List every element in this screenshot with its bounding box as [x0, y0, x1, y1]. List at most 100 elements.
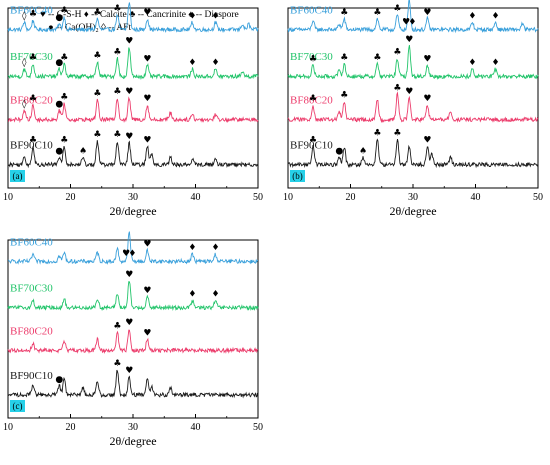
series-line-bf80c20 — [7, 96, 259, 124]
series-line-bf70c30 — [7, 47, 259, 80]
peak-marker: ♣ — [29, 94, 37, 104]
series-line-bf80c20 — [287, 91, 539, 124]
series-line-bf60c40 — [7, 2, 259, 33]
peak-marker: ♣ — [93, 89, 101, 99]
x-tick-label: 20 — [66, 422, 76, 433]
x-tick-label: 20 — [66, 192, 76, 203]
x-axis-title: 2θ/degree — [389, 204, 436, 218]
peak-marker: ♥ — [125, 37, 133, 47]
series-label: BF80C20 — [10, 94, 53, 106]
peak-marker: ♣ — [60, 92, 68, 102]
peak-marker: ♥ — [423, 136, 431, 146]
series-line-bf80c20 — [7, 329, 259, 355]
peak-marker: ◊ — [22, 57, 27, 68]
panel-tag: (c) — [10, 400, 25, 412]
x-tick-label: 30 — [128, 422, 138, 433]
panel-tag-label: (a) — [13, 171, 23, 181]
peak-marker: ● — [55, 100, 63, 110]
peak-marker: ♦ — [491, 11, 499, 21]
panel-tag: (a) — [10, 170, 25, 182]
peak-marker: ♦ — [128, 249, 136, 259]
series-label: BF70C30 — [10, 283, 53, 295]
series-line-bf60c40 — [287, 0, 539, 34]
peak-marker: ♣ — [113, 4, 121, 14]
peak-marker: ♥ — [125, 87, 133, 97]
peak-marker: ♥ — [143, 55, 151, 65]
x-tick-label: 10 — [3, 192, 13, 203]
peak-marker: ♣ — [393, 83, 401, 93]
peak-marker: ♣ — [309, 94, 317, 104]
peak-marker: ♥ — [405, 87, 413, 97]
x-tick-label: 10 — [283, 192, 293, 203]
series-line-bf90c10 — [287, 138, 539, 169]
peak-marker: ♣ — [393, 47, 401, 57]
x-tick-label: 50 — [253, 422, 263, 433]
x-axis-title: 2θ/degree — [109, 434, 156, 448]
peak-marker: ♦ — [211, 243, 219, 253]
peak-marker: ♣ — [393, 128, 401, 138]
peak-marker: ♣ — [373, 128, 381, 138]
series-label: BF90C10 — [290, 139, 333, 151]
peak-marker: ♣ — [340, 53, 348, 63]
peak-marker: ♣ — [29, 10, 37, 20]
peak-marker: ♥ — [143, 8, 151, 18]
peak-marker: ♣ — [60, 53, 68, 63]
peak-marker: ♥ — [143, 136, 151, 146]
series-label: BF70C30 — [290, 51, 333, 63]
peak-marker: ● — [55, 375, 63, 385]
peak-marker: ♣ — [60, 6, 68, 16]
peak-marker: ♣ — [113, 87, 121, 97]
series-label: BF60C40 — [290, 4, 333, 16]
panel-a: 10 20 30 40 50 2θ/degree BF60C40 BF70C30 BF80C20… — [3, 0, 263, 218]
x-tick-label: 50 — [533, 192, 543, 203]
peak-marker: ♥ — [122, 249, 130, 259]
x-tick-label: 40 — [191, 422, 201, 433]
x-axis-title: 2θ/degree — [109, 204, 156, 218]
peak-marker: ♣ — [93, 8, 101, 18]
x-tick-label: 30 — [408, 192, 418, 203]
peak-marker: ♣ — [29, 136, 37, 146]
peak-marker: ♣ — [309, 136, 317, 146]
x-tick-label: 40 — [471, 192, 481, 203]
x-tick-label: 40 — [191, 192, 201, 203]
peak-marker: ♠ — [79, 146, 87, 156]
peak-marker: ♣ — [113, 359, 121, 369]
peak-marker: ♥ — [423, 94, 431, 104]
series-line-bf90c10 — [7, 369, 259, 399]
peak-marker: ● — [335, 146, 343, 156]
legend: ♥ -- C-S-H ♦ -- Calcite ♣ -- Cancrinite … — [40, 10, 239, 33]
series-line-bf90c10 — [7, 140, 259, 169]
peak-marker: ♦ — [468, 11, 476, 21]
peak-marker: ♣ — [29, 53, 37, 63]
peak-marker: ♣ — [340, 8, 348, 18]
panel-tag-label: (b) — [292, 171, 303, 181]
series-label: BF60C40 — [10, 4, 53, 16]
panel-tag-box — [290, 170, 305, 182]
x-tick-label: 10 — [3, 422, 13, 433]
peak-marker: ♣ — [93, 130, 101, 140]
peak-marker: ♥ — [125, 0, 133, 2]
peak-marker: ◊ — [22, 99, 27, 110]
panel-b: 10 20 30 40 50 2θ/degree BF60C40 BF70C30 BF80C20… — [283, 0, 543, 218]
peak-marker: ♦ — [468, 58, 476, 68]
peak-marker: ♥ — [143, 240, 151, 250]
series-label: BF60C40 — [10, 236, 53, 248]
peak-marker: ♥ — [125, 270, 133, 280]
x-tick-label: 20 — [346, 192, 356, 203]
peak-marker: ♣ — [113, 322, 121, 332]
peak-marker: ♥ — [423, 55, 431, 65]
peak-marker: ♦ — [188, 243, 196, 253]
peak-marker: ♥ — [125, 366, 133, 376]
peak-marker: ♠ — [359, 146, 367, 156]
peak-marker: ♥ — [125, 132, 133, 142]
peak-marker: ♦ — [188, 290, 196, 300]
series-label: BF90C10 — [10, 370, 53, 382]
x-tick-label: 50 — [253, 192, 263, 203]
x-tick-label: 30 — [128, 192, 138, 203]
peak-marker: ♥ — [423, 8, 431, 18]
peak-marker: ♥ — [402, 17, 410, 27]
peak-marker: ♣ — [113, 130, 121, 140]
legend-row-1: ♥ -- C-S-H ♦ -- Calcite ♣ -- Cancrinite … — [40, 10, 239, 20]
peak-marker: ♦ — [188, 58, 196, 68]
